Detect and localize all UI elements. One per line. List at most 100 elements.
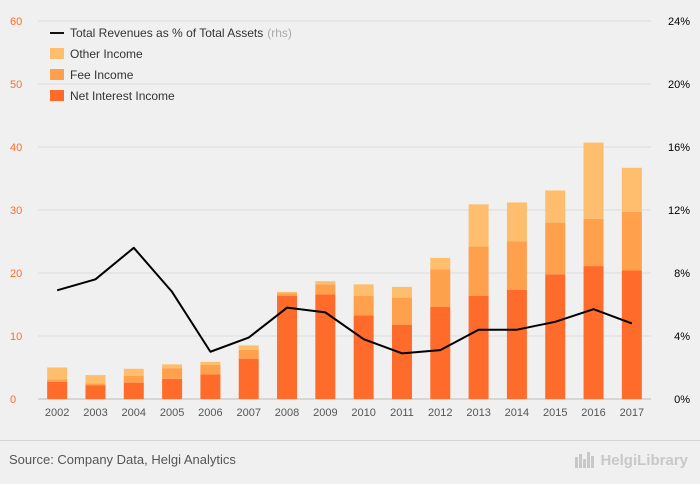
library-icon: [575, 452, 595, 468]
line-series-ratio: [56, 246, 633, 355]
bar-segment: [277, 291, 298, 294]
y-right-tick-label: 20%: [668, 79, 690, 91]
x-tick-label: 2005: [160, 407, 184, 419]
bar-segment: [468, 295, 489, 399]
brand-name: HelgiLibrary: [600, 451, 688, 469]
legend-item-fee-income: Fee Income: [50, 64, 292, 85]
bar-segment: [430, 269, 451, 308]
bar-segment: [391, 324, 412, 399]
bar-segment: [200, 361, 221, 365]
y-right-tick-label: 24%: [668, 16, 690, 28]
bar-segment: [47, 379, 68, 382]
y-right-tick-label: 4%: [674, 331, 690, 343]
bar-segment: [621, 211, 642, 271]
bar-segment: [468, 246, 489, 296]
source-text: Source: Company Data, Helgi Analytics: [9, 452, 236, 467]
y-left-tick-label: 50: [10, 79, 22, 91]
bar-segment: [391, 297, 412, 325]
bar-segment: [583, 218, 604, 267]
bar-segment: [315, 294, 336, 399]
legend-label-ratio: Total Revenues as % of Total Assets: [70, 25, 264, 40]
legend-item-net-interest-income: Net Interest Income: [50, 85, 292, 106]
bar-segment: [315, 284, 336, 295]
bar-segment: [85, 375, 106, 384]
legend-item-ratio: Total Revenues as % of Total Assets (rhs…: [50, 22, 292, 43]
bar-segment: [123, 368, 144, 376]
bar-segment: [545, 222, 566, 275]
x-tick-label: 2016: [581, 407, 605, 419]
bar-segment: [123, 382, 144, 399]
bar-segment: [277, 293, 298, 296]
x-tick-label: 2011: [390, 407, 414, 419]
bar-segment: [162, 364, 183, 369]
legend-swatch-net-interest-income: [50, 90, 64, 101]
x-tick-label: 2006: [198, 407, 222, 419]
bar-segment: [200, 374, 221, 399]
x-tick-label: 2003: [83, 407, 107, 419]
x-tick-label: 2017: [620, 407, 644, 419]
legend-swatch-other-income: [50, 48, 64, 59]
bar-segment: [238, 345, 259, 350]
bar-segment: [583, 142, 604, 219]
x-tick-label: 2004: [122, 407, 146, 419]
bar-segment: [85, 385, 106, 399]
x-tick-label: 2010: [351, 407, 375, 419]
x-tick-label: 2007: [236, 407, 260, 419]
bar-segment: [545, 190, 566, 223]
bar-segment: [277, 295, 298, 399]
bar-segment: [353, 284, 374, 296]
x-tick-label: 2014: [505, 407, 529, 419]
y-right-tick-label: 8%: [674, 268, 690, 280]
x-tick-label: 2015: [543, 407, 567, 419]
bar-segment: [468, 204, 489, 247]
bar-segment: [162, 368, 183, 379]
legend-label-other-income: Other Income: [70, 46, 143, 61]
bar-segment: [583, 266, 604, 399]
chart-footer: Source: Company Data, Helgi Analytics He…: [0, 440, 700, 484]
legend-note-rhs: (rhs): [267, 25, 292, 40]
y-left-tick-label: 10: [10, 331, 22, 343]
bar-segment: [315, 281, 336, 285]
bar-segment: [621, 167, 642, 212]
bar-segment: [506, 202, 527, 242]
bar-segment: [238, 349, 259, 359]
legend-line-swatch: [50, 31, 64, 34]
bar-segment: [85, 383, 106, 386]
bar-segment: [391, 286, 412, 298]
bar-segment: [353, 315, 374, 399]
legend-item-other-income: Other Income: [50, 43, 292, 64]
bar-segment: [506, 241, 527, 291]
legend-swatch-fee-income: [50, 69, 64, 80]
y-left-tick-label: 30: [10, 205, 22, 217]
chart-plot: 0 10 20 30 40 50 60 0% 4% 8% 12% 16% 20% 24% 2002 2003 2…: [10, 16, 690, 419]
x-tick-label: 2009: [313, 407, 337, 419]
legend-label-fee-income: Fee Income: [70, 67, 134, 82]
bar-segment: [162, 378, 183, 399]
y-left-tick-label: 40: [10, 142, 22, 154]
bar-segment: [123, 375, 144, 383]
bar-segment: [238, 358, 259, 399]
bar-segment: [353, 295, 374, 316]
bar-segment: [200, 364, 221, 375]
y-right-tick-label: 12%: [668, 205, 690, 217]
chart-legend: Total Revenues as % of Total Assets (rhs…: [50, 22, 292, 106]
x-tick-label: 2012: [428, 407, 452, 419]
y-right-tick-label: 16%: [668, 142, 690, 154]
x-tick-label: 2013: [466, 407, 490, 419]
legend-label-net-interest-income: Net Interest Income: [70, 88, 175, 103]
bar-segment: [430, 257, 451, 270]
y-left-tick-label: 0: [10, 394, 16, 406]
bar-segment: [621, 270, 642, 399]
bar-segment: [506, 290, 527, 399]
bar-segment: [430, 307, 451, 399]
x-tick-label: 2002: [45, 407, 69, 419]
y-left-tick-label: 20: [10, 268, 22, 280]
y-right-tick-label: 0%: [674, 394, 690, 406]
x-tick-label: 2008: [275, 407, 299, 419]
brand-logo: HelgiLibrary: [574, 451, 688, 469]
bar-segment: [545, 274, 566, 399]
bar-segment: [47, 381, 68, 399]
bar-segment: [47, 367, 68, 380]
y-left-tick-label: 60: [10, 16, 22, 28]
